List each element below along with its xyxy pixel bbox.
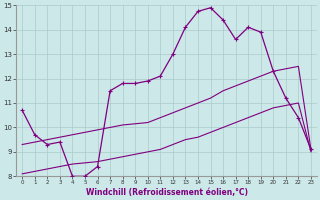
X-axis label: Windchill (Refroidissement éolien,°C): Windchill (Refroidissement éolien,°C) <box>85 188 248 197</box>
